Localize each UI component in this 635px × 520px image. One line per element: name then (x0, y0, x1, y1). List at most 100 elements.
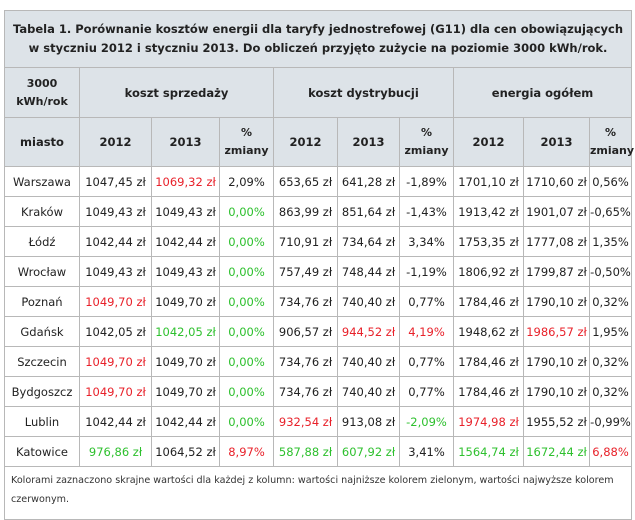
column-header-row: miasto 2012 2013 % zmiany 2012 2013 % zm… (4, 117, 635, 167)
table-title: Tabela 1. Porównanie kosztów energii dla… (3, 10, 633, 68)
total-2013-cell: 1790,10 zł (523, 376, 590, 407)
group-header-distribution: koszt dystrybucji (273, 67, 454, 118)
distribution-change-cell: -1,89% (399, 166, 454, 197)
column-header-dist-pct: % zmiany (399, 117, 454, 167)
sales-change-cell: 0,00% (219, 346, 274, 377)
total-2013-cell: 1955,52 zł (523, 406, 590, 437)
city-cell: Wrocław (4, 256, 80, 287)
city-cell: Katowice (4, 436, 80, 467)
total-change-cell: 6,88% (588, 436, 633, 467)
distribution-2012-cell: 863,99 zł (273, 196, 338, 227)
group-header-total: energia ogółem (452, 67, 633, 118)
sales-change-cell: 0,00% (219, 406, 274, 437)
distribution-2012-cell: 587,88 zł (273, 436, 338, 467)
pct-label-symbol: % (420, 126, 433, 139)
total-2012-cell: 1564,74 zł (453, 436, 524, 467)
total-2013-cell: 1710,60 zł (523, 166, 590, 197)
table-row: Warszawa 1047,45 zł 1069,32 zł 2,09% 653,65 … (4, 166, 633, 197)
pct-label-symbol: % (605, 126, 617, 139)
sales-change-cell: 2,09% (219, 166, 274, 197)
table-body: Warszawa 1047,45 zł 1069,32 zł 2,09% 653,65 … (4, 166, 633, 467)
distribution-2012-cell: 734,76 zł (273, 286, 338, 317)
city-cell: Poznań (4, 286, 80, 317)
sales-change-cell: 0,00% (219, 316, 274, 347)
distribution-2013-cell: 641,28 zł (337, 166, 400, 197)
sales-2012-cell: 1049,43 zł (79, 196, 152, 227)
sales-change-cell: 0,00% (219, 376, 274, 407)
distribution-change-cell: -1,43% (399, 196, 454, 227)
table-row: Poznań 1049,70 zł 1049,70 zł 0,00% 734,76 zł… (4, 286, 633, 317)
table-row: Szczecin 1049,70 zł 1049,70 zł 0,00% 734,76 … (4, 346, 633, 377)
total-2012-cell: 1784,46 zł (453, 286, 524, 317)
table-footnote: Kolorami zaznaczono skrajne wartości dla… (3, 466, 633, 520)
distribution-2013-cell: 740,40 zł (337, 286, 400, 317)
distribution-2013-cell: 851,64 zł (337, 196, 400, 227)
distribution-2013-cell: 607,92 zł (337, 436, 400, 467)
group-header-sales: koszt sprzedaży (79, 67, 274, 118)
total-2012-cell: 1701,10 zł (453, 166, 524, 197)
total-2012-cell: 1784,46 zł (453, 376, 524, 407)
table-row: Kraków 1049,43 zł 1049,43 zł 0,00% 863,99 zł… (4, 196, 633, 227)
distribution-2012-cell: 734,76 zł (273, 346, 338, 377)
sales-2013-cell: 1042,05 zł (151, 316, 220, 347)
distribution-2013-cell: 740,40 zł (337, 346, 400, 377)
city-cell: Bydgoszcz (4, 376, 80, 407)
city-cell: Szczecin (4, 346, 80, 377)
distribution-change-cell: 0,77% (399, 346, 454, 377)
total-2013-cell: 1986,57 zł (523, 316, 590, 347)
distribution-2012-cell: 932,54 zł (273, 406, 338, 437)
total-change-cell: 0,32% (588, 286, 633, 317)
distribution-change-cell: -2,09% (399, 406, 454, 437)
distribution-2012-cell: 906,57 zł (273, 316, 338, 347)
total-2013-cell: 1790,10 zł (523, 346, 590, 377)
distribution-2013-cell: 913,08 zł (337, 406, 400, 437)
total-2012-cell: 1913,42 zł (453, 196, 524, 227)
sales-2012-cell: 1049,43 zł (79, 256, 152, 287)
table-row: Katowice 976,86 zł 1064,52 zł 8,97% 587,88 z… (4, 436, 633, 467)
total-change-cell: -0,99% (588, 406, 633, 437)
total-change-cell: 1,35% (588, 226, 633, 257)
column-header-total-2012: 2012 (453, 117, 524, 167)
distribution-change-cell: 3,34% (399, 226, 454, 257)
sales-change-cell: 0,00% (219, 196, 274, 227)
total-2013-cell: 1777,08 zł (523, 226, 590, 257)
column-header-dist-2012: 2012 (273, 117, 338, 167)
total-2012-cell: 1784,46 zł (453, 346, 524, 377)
city-cell: Lublin (4, 406, 80, 437)
sales-2013-cell: 1049,70 zł (151, 286, 220, 317)
distribution-2012-cell: 734,76 zł (273, 376, 338, 407)
table-row: Wrocław 1049,43 zł 1049,43 zł 0,00% 757,49 z… (4, 256, 633, 287)
total-2013-cell: 1799,87 zł (523, 256, 590, 287)
sales-change-cell: 0,00% (219, 256, 274, 287)
total-2012-cell: 1974,98 zł (453, 406, 524, 437)
total-2012-cell: 1806,92 zł (453, 256, 524, 287)
column-header-total-pct: % zmiany (588, 117, 635, 167)
total-change-cell: -0,50% (588, 256, 633, 287)
sales-2012-cell: 1049,70 zł (79, 286, 152, 317)
table-row: Gdańsk 1042,05 zł 1042,05 zł 0,00% 906,57 zł… (4, 316, 633, 347)
distribution-change-cell: 4,19% (399, 316, 454, 347)
total-change-cell: 0,32% (588, 376, 633, 407)
total-2013-cell: 1672,44 zł (523, 436, 590, 467)
sales-2013-cell: 1049,70 zł (151, 376, 220, 407)
column-header-sales-2013: 2013 (151, 117, 220, 167)
distribution-2013-cell: 944,52 zł (337, 316, 400, 347)
pct-label-word: zmiany (590, 144, 635, 157)
total-2012-cell: 1948,62 zł (453, 316, 524, 347)
sales-2012-cell: 1047,45 zł (79, 166, 152, 197)
city-cell: Kraków (4, 196, 80, 227)
column-header-city: miasto (4, 117, 80, 167)
table-row: Bydgoszcz 1049,70 zł 1049,70 zł 0,00% 734,76… (4, 376, 633, 407)
sales-2012-cell: 1049,70 zł (79, 376, 152, 407)
sales-2012-cell: 1042,44 zł (79, 406, 152, 437)
sales-2013-cell: 1049,43 zł (151, 196, 220, 227)
city-cell: Łódź (4, 226, 80, 257)
sales-2012-cell: 1042,05 zł (79, 316, 152, 347)
table-row: Lublin 1042,44 zł 1042,44 zł 0,00% 932,54 zł… (4, 406, 633, 437)
sales-2013-cell: 1069,32 zł (151, 166, 220, 197)
sales-2012-cell: 1049,70 zł (79, 346, 152, 377)
total-change-cell: 1,95% (588, 316, 633, 347)
corner-header: 3000 kWh/rok (4, 67, 80, 118)
pct-label-symbol: % (240, 126, 253, 139)
distribution-2013-cell: 748,44 zł (337, 256, 400, 287)
